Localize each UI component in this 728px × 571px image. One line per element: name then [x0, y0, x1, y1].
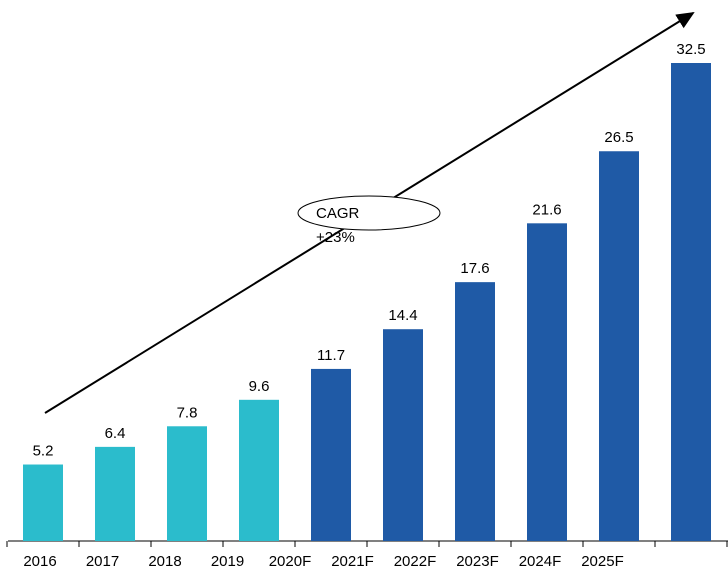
- bar: [671, 63, 711, 541]
- bar: [455, 282, 495, 541]
- x-tick-label: 2025F: [581, 553, 624, 570]
- bar: [167, 426, 207, 541]
- x-tick-label: 2021F: [331, 553, 374, 570]
- x-tick-label: 2022F: [394, 553, 437, 570]
- value-label: 5.2: [33, 443, 54, 460]
- bar: [383, 329, 423, 541]
- x-tick-label: 2018: [148, 553, 181, 570]
- value-label: 21.6: [532, 201, 561, 218]
- bar: [311, 368, 351, 541]
- value-label: 6.4: [105, 425, 126, 442]
- x-tick-label: 2023F: [456, 553, 499, 570]
- bar: [527, 223, 567, 541]
- annotation: +23%: [316, 229, 355, 246]
- x-tick-label: 2017: [86, 553, 119, 570]
- x-tick-label: 2020F: [269, 553, 312, 570]
- value-label: 9.6: [249, 378, 270, 395]
- x-tick-label: 2019: [211, 553, 244, 570]
- value-label: 32.5: [676, 41, 705, 58]
- bar: [239, 399, 279, 541]
- bar: [599, 151, 639, 541]
- x-tick-label: 2016: [23, 553, 56, 570]
- value-label: 7.8: [177, 404, 198, 421]
- bar: [23, 464, 63, 541]
- x-tick-label: 2024F: [519, 553, 562, 570]
- value-label: 11.7: [317, 347, 345, 364]
- cagr-ellipse: [297, 195, 441, 231]
- annotation: CAGR: [316, 205, 360, 222]
- value-label: 17.6: [460, 260, 489, 277]
- value-label: 14.4: [388, 307, 417, 324]
- value-label: 26.5: [604, 129, 633, 146]
- bar: [95, 446, 135, 541]
